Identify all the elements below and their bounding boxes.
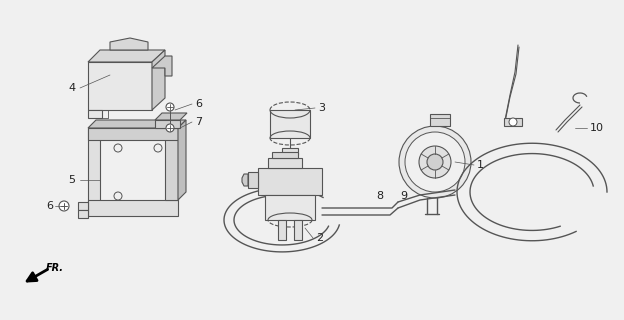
Polygon shape <box>152 56 172 76</box>
Polygon shape <box>155 120 180 128</box>
Polygon shape <box>88 50 165 62</box>
Circle shape <box>405 132 465 192</box>
Polygon shape <box>504 118 522 126</box>
Polygon shape <box>278 220 286 240</box>
Polygon shape <box>265 195 315 220</box>
Polygon shape <box>294 220 302 240</box>
Polygon shape <box>78 202 88 210</box>
Polygon shape <box>248 172 258 188</box>
Circle shape <box>59 201 69 211</box>
Polygon shape <box>430 114 450 126</box>
Polygon shape <box>165 128 178 200</box>
Text: 6: 6 <box>46 201 53 211</box>
Text: 3: 3 <box>318 103 325 113</box>
Polygon shape <box>88 128 178 140</box>
Text: 6: 6 <box>195 99 202 109</box>
Text: 1: 1 <box>477 160 484 170</box>
Circle shape <box>427 154 443 170</box>
Polygon shape <box>88 120 186 128</box>
Polygon shape <box>88 128 100 212</box>
Circle shape <box>154 144 162 152</box>
Polygon shape <box>178 120 186 200</box>
Text: 10: 10 <box>590 123 604 133</box>
Circle shape <box>166 124 174 132</box>
Text: 9: 9 <box>400 191 407 201</box>
Circle shape <box>419 146 451 178</box>
Text: 7: 7 <box>195 117 202 127</box>
Circle shape <box>399 126 471 198</box>
Polygon shape <box>155 113 187 120</box>
Polygon shape <box>242 174 248 186</box>
Polygon shape <box>78 210 88 218</box>
Text: 4: 4 <box>68 83 75 93</box>
Text: 2: 2 <box>316 233 323 243</box>
Polygon shape <box>88 110 102 118</box>
Polygon shape <box>88 200 178 216</box>
Polygon shape <box>270 110 310 138</box>
Polygon shape <box>152 50 165 110</box>
Polygon shape <box>268 158 302 168</box>
Text: 5: 5 <box>68 175 75 185</box>
Text: 8: 8 <box>376 191 383 201</box>
Polygon shape <box>258 168 322 195</box>
Circle shape <box>509 118 517 126</box>
Circle shape <box>166 103 174 111</box>
Text: FR.: FR. <box>46 263 64 273</box>
Circle shape <box>114 192 122 200</box>
Polygon shape <box>282 148 298 155</box>
Circle shape <box>114 144 122 152</box>
Polygon shape <box>272 152 298 158</box>
Polygon shape <box>88 62 152 110</box>
Polygon shape <box>110 38 148 50</box>
